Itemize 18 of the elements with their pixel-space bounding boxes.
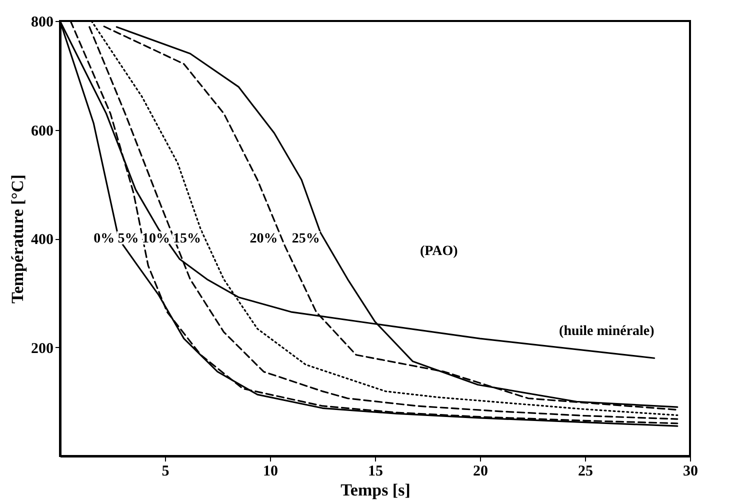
annotation: (PAO) (420, 244, 458, 259)
y-tick-label: 600 (31, 123, 54, 140)
series-label: 15% (172, 232, 201, 246)
x-tick-label: 5 (162, 464, 170, 480)
series-label: 20% (250, 232, 278, 246)
y-axis-title: Température [°C] (8, 174, 27, 304)
x-tick-label: 15 (368, 464, 383, 480)
series-label: 25% (292, 232, 320, 246)
y-tick-label: 800 (31, 14, 54, 30)
x-tick-label: 20 (473, 464, 488, 480)
series-label: 0% (94, 232, 115, 246)
x-axis-title: Temps [s] (340, 480, 410, 500)
y-tick-label: 200 (31, 340, 54, 357)
x-tick-label: 25 (578, 464, 593, 480)
x-tick-label: 10 (263, 464, 278, 480)
series-label: (huile minérale) (559, 324, 655, 340)
y-tick-label: 400 (31, 232, 54, 248)
x-tick-label: 30 (683, 464, 698, 480)
